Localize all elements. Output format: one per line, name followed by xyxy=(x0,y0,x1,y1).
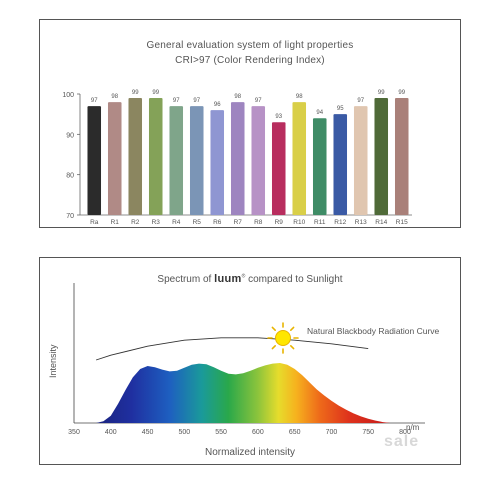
spectrum-chart-title: Spectrum of luum® compared to Sunlight xyxy=(40,273,460,285)
cri-category-label: R1 xyxy=(111,219,120,226)
cri-bar xyxy=(169,106,184,215)
cri-bar xyxy=(292,102,307,215)
spectrum-area xyxy=(96,363,391,423)
x-axis-unit: n/m xyxy=(406,423,420,432)
cri-value-label: 99 xyxy=(152,90,159,96)
cri-value-label: 96 xyxy=(214,102,221,108)
cri-bar xyxy=(353,106,368,215)
spectrum-x-tick-label: 700 xyxy=(326,429,338,436)
cri-value-label: 98 xyxy=(111,94,118,100)
cri-value-label: 98 xyxy=(234,94,241,100)
cri-bar xyxy=(230,102,245,215)
cri-bar-chart: 70 80 90 100 97 Ra 98 R1 99 R2 99 R3 97 R4 97 R5 96 R6 98 R… xyxy=(62,90,412,226)
registered-mark: ® xyxy=(241,273,246,280)
cri-y-tick-label: 80 xyxy=(66,173,74,180)
x-axis-title: Normalized intensity xyxy=(204,447,296,458)
spectrum-title-suffix: compared to Sunlight xyxy=(248,274,343,285)
spectrum-x-tick-label: 500 xyxy=(178,429,190,436)
cri-value-label: 99 xyxy=(398,90,405,96)
cri-category-label: R7 xyxy=(234,219,243,226)
spectrum-x-tick-label: 750 xyxy=(362,429,374,436)
cri-value-label: 99 xyxy=(378,90,385,96)
cri-bar xyxy=(333,114,348,215)
cri-value-label: 97 xyxy=(193,98,200,104)
cri-bar xyxy=(107,102,122,215)
spectrum-x-tick-label: 650 xyxy=(289,429,301,436)
cri-bar xyxy=(271,122,286,215)
cri-category-label: R14 xyxy=(375,219,387,226)
cri-value-label: 93 xyxy=(275,114,282,120)
sun-icon xyxy=(267,322,299,354)
cri-category-label: R11 xyxy=(314,219,326,226)
blackbody-curve-label: Natural Blackbody Radiation Curve xyxy=(307,326,440,336)
cri-category-label: Ra xyxy=(90,219,99,226)
spectrum-x-tick-label: 550 xyxy=(215,429,227,436)
cri-bar xyxy=(394,98,409,215)
cri-bar xyxy=(128,98,143,215)
cri-chart-title: General evaluation system of light prope… xyxy=(146,40,354,51)
spectrum-chart-panel: Spectrum of luum® compared to Sunlight 3… xyxy=(39,257,461,465)
cri-category-label: R2 xyxy=(131,219,140,226)
cri-category-label: R13 xyxy=(355,219,367,226)
cri-category-label: R6 xyxy=(213,219,222,226)
cri-value-label: 94 xyxy=(316,110,323,116)
cri-value-label: 97 xyxy=(357,98,364,104)
cri-category-label: R3 xyxy=(152,219,161,226)
cri-category-label: R4 xyxy=(172,219,181,226)
cri-bar xyxy=(251,106,266,215)
cri-y-tick-label: 70 xyxy=(66,213,74,220)
spectrum-x-tick-label: 800 xyxy=(399,429,411,436)
cri-value-label: 99 xyxy=(132,90,139,96)
spectrum-x-tick-label: 350 xyxy=(68,429,80,436)
cri-value-label: 98 xyxy=(296,94,303,100)
cri-bar xyxy=(148,98,163,215)
y-axis-title: Intensity xyxy=(48,344,58,378)
cri-value-label: 97 xyxy=(91,98,98,104)
cri-category-label: R8 xyxy=(254,219,263,226)
cri-value-label: 97 xyxy=(255,98,262,104)
cri-category-label: R12 xyxy=(334,219,346,226)
cri-chart-panel: General evaluation system of light prope… xyxy=(39,19,461,228)
spectrum-x-tick-label: 450 xyxy=(142,429,154,436)
cri-bar xyxy=(87,106,102,215)
cri-bar xyxy=(189,106,204,215)
spectrum-title-prefix: Spectrum of xyxy=(157,274,212,285)
cri-value-label: 97 xyxy=(173,98,180,104)
cri-category-label: R10 xyxy=(293,219,305,226)
luum-brand-logo: luum xyxy=(214,273,242,285)
cri-category-label: R5 xyxy=(193,219,202,226)
blackbody-curve xyxy=(95,337,369,361)
cri-bar xyxy=(210,110,225,215)
watermark-logo: sale xyxy=(384,433,420,450)
cri-category-label: R9 xyxy=(275,219,284,226)
spectrum-x-tick-label: 400 xyxy=(105,429,117,436)
spectrum-x-tick-label: 600 xyxy=(252,429,264,436)
cri-bar xyxy=(312,118,327,215)
cri-y-tick-label: 90 xyxy=(66,132,74,139)
spectrum-area-chart: 350 400 450 500 550 600 650 700 750 800 xyxy=(68,283,425,436)
cri-value-label: 95 xyxy=(337,106,344,112)
cri-category-label: R15 xyxy=(396,219,408,226)
cri-bar xyxy=(374,98,389,215)
cri-chart-subtitle: CRI>97 (Color Rendering Index) xyxy=(175,55,325,66)
cri-y-tick-label: 100 xyxy=(62,92,74,99)
